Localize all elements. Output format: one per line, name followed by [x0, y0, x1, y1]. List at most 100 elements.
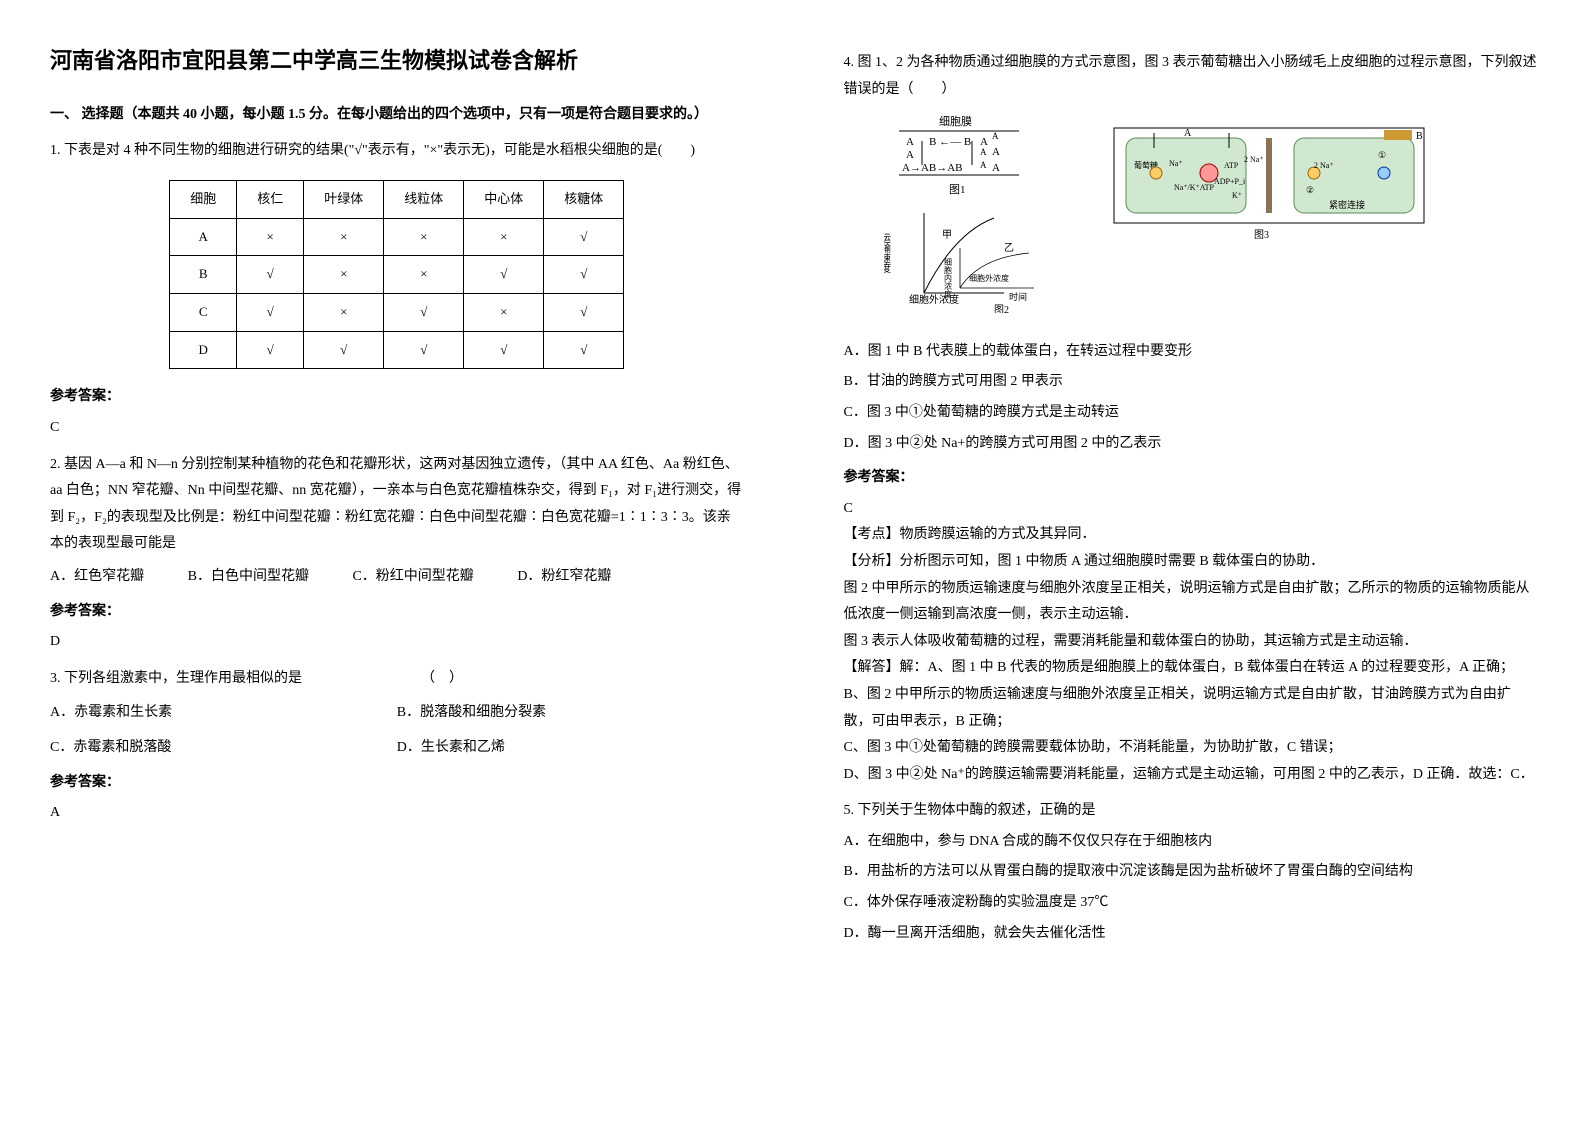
option-c: C．粉红中间型花瓣: [352, 564, 473, 591]
option-d: D．酶一旦离开活细胞，就会失去催化活性: [844, 921, 1538, 948]
table-cell: √: [544, 218, 624, 256]
option-d: D．粉红窄花瓣: [517, 564, 611, 591]
svg-text:B: B: [1416, 131, 1423, 142]
question-4: 4. 图 1、2 为各种物质通过细胞膜的方式示意图，图 3 表示葡萄糖出入小肠绒…: [844, 50, 1538, 103]
question-1: 1. 下表是对 4 种不同生物的细胞进行研究的结果("√"表示有，"×"表示无)…: [50, 138, 744, 165]
right-column: 4. 图 1、2 为各种物质通过细胞膜的方式示意图，图 3 表示葡萄糖出入小肠绒…: [794, 0, 1587, 1122]
table-cell: √: [544, 331, 624, 369]
fig2-jia: 甲: [942, 230, 952, 241]
fig2-ylabel: 运输速度: [884, 233, 891, 274]
th-cell: 核仁: [237, 180, 304, 218]
answer-label: 参考答案：: [844, 465, 1538, 492]
option-b: B．脱落酸和细胞分裂素: [397, 700, 744, 727]
q5-options: A．在细胞中，参与 DNA 合成的酶不仅仅只存在于细胞核内 B．用盐析的方法可以…: [844, 829, 1538, 947]
table-cell: √: [237, 294, 304, 332]
answer-label: 参考答案：: [50, 384, 744, 411]
q4-solve-a: 【解答】解：A、图 1 中 B 代表的物质是细胞膜上的载体蛋白，B 载体蛋白在转…: [844, 655, 1538, 682]
table-cell: √: [237, 256, 304, 294]
q2-options: A．红色窄花瓣 B．白色中间型花瓣 C．粉红中间型花瓣 D．粉红窄花瓣: [50, 564, 744, 591]
table-cell: √: [237, 331, 304, 369]
table-cell: ×: [304, 294, 384, 332]
option-b: B．用盐析的方法可以从胃蛋白酶的提取液中沉淀该酶是因为盐析破坏了胃蛋白酶的空间结…: [844, 859, 1538, 886]
answer-label: 参考答案：: [50, 770, 744, 797]
table-cell: ×: [237, 218, 304, 256]
option-c: C．图 3 中①处葡萄糖的跨膜方式是主动转运: [844, 400, 1538, 427]
table-cell: √: [544, 294, 624, 332]
q4-options: A．图 1 中 B 代表膜上的载体蛋白，在转运过程中要变形 B．甘油的跨膜方式可…: [844, 339, 1538, 457]
fig2-yi: 乙: [1004, 242, 1014, 254]
left-column: 河南省洛阳市宜阳县第二中学高三生物模拟试卷含解析 一、 选择题（本题共 40 小…: [0, 0, 794, 1122]
q4-analysis: 【分析】分析图示可知，图 1 中物质 A 通过细胞膜时需要 B 载体蛋白的协助．: [844, 549, 1538, 576]
svg-text:2 Na⁺: 2 Na⁺: [1314, 161, 1334, 170]
q3-options: A．赤霉素和生长素 B．脱落酸和细胞分裂素: [50, 700, 744, 727]
q4-point: 【考点】物质跨膜运输的方式及其异同．: [844, 522, 1538, 549]
table-cell: √: [304, 331, 384, 369]
q4-exp2: 图 3 表示人体吸收葡萄糖的过程，需要消耗能量和载体蛋白的协助，其运输方式是主动…: [844, 629, 1538, 656]
fig3-adp: ADP+P_i: [1214, 177, 1246, 186]
table-cell: √: [384, 294, 464, 332]
th-cell: 线粒体: [384, 180, 464, 218]
q4-solve-d: D、图 3 中②处 Na⁺的跨膜运输需要消耗能量，运输方式是主动运输，可用图 2…: [844, 762, 1538, 789]
option-c: C．赤霉素和脱落酸: [50, 735, 397, 762]
th-cell: 叶绿体: [304, 180, 384, 218]
table-cell: B: [170, 256, 237, 294]
option-d: D．图 3 中②处 Na+的跨膜方式可用图 2 中的乙表示: [844, 431, 1538, 458]
table-cell: √: [464, 331, 544, 369]
table-cell: ×: [464, 294, 544, 332]
table-cell: ×: [464, 218, 544, 256]
fig3-circle1: ①: [1378, 150, 1386, 160]
option-d: D．生长素和乙烯: [397, 735, 744, 762]
table-cell: A: [170, 218, 237, 256]
table-cell: √: [384, 331, 464, 369]
option-a: A．图 1 中 B 代表膜上的载体蛋白，在转运过程中要变形: [844, 339, 1538, 366]
fig2-title: 图2: [994, 304, 1009, 313]
q3-options-row2: C．赤霉素和脱落酸 D．生长素和乙烯: [50, 735, 744, 762]
q4-exp1: 图 2 中甲所示的物质运输速度与细胞外浓度呈正相关，说明运输方式是自由扩散；乙所…: [844, 576, 1538, 629]
option-b: B．白色中间型花瓣: [188, 564, 309, 591]
fig3-pump: Na⁺/K⁺ATP: [1174, 183, 1215, 192]
fig2-inner-y: 细胞内浓度: [943, 257, 952, 299]
svg-text:B ←— B: B ←— B: [929, 136, 971, 148]
table-cell: ×: [384, 256, 464, 294]
option-a: A．红色窄花瓣: [50, 564, 144, 591]
option-a: A．赤霉素和生长素: [50, 700, 397, 727]
exam-title: 河南省洛阳市宜阳县第二中学高三生物模拟试卷含解析: [50, 40, 744, 82]
svg-text:A→AB→AB: A→AB→AB: [902, 162, 963, 174]
option-a: A．在细胞中，参与 DNA 合成的酶不仅仅只存在于细胞核内: [844, 829, 1538, 856]
svg-text:A: A: [906, 149, 914, 161]
svg-text:A: A: [992, 162, 1000, 174]
q4-solve-c: C、图 3 中①处葡萄糖的跨膜需要载体协助，不消耗能量，为协助扩散，C 错误；: [844, 735, 1538, 762]
table-cell: D: [170, 331, 237, 369]
svg-text:A: A: [992, 131, 999, 141]
section-header: 一、 选择题（本题共 40 小题，每小题 1.5 分。在每小题给出的四个选项中，…: [50, 102, 744, 129]
svg-text:A: A: [980, 160, 987, 170]
svg-text:Na⁺: Na⁺: [1169, 159, 1183, 168]
fig2-inner-label: 细胞外浓度: [969, 273, 1009, 283]
q1-answer: C: [50, 415, 744, 442]
svg-text:A: A: [1184, 128, 1192, 139]
answer-label: 参考答案：: [50, 599, 744, 626]
svg-text:A: A: [980, 147, 987, 157]
table-cell: ×: [384, 218, 464, 256]
table-cell: C: [170, 294, 237, 332]
table-cell: √: [544, 256, 624, 294]
svg-text:A: A: [906, 136, 914, 148]
q4-answer: C: [844, 496, 1538, 523]
q1-table: 细胞 核仁 叶绿体 线粒体 中心体 核糖体 A × × × × √ B √ × …: [169, 180, 624, 369]
option-b: B．甘油的跨膜方式可用图 2 甲表示: [844, 369, 1538, 396]
table-cell: √: [464, 256, 544, 294]
fig3-tight: 紧密连接: [1329, 199, 1365, 210]
membrane-diagram-svg: 细胞膜 A B ←— B A A A A A A→AB→AB A A 图1: [884, 113, 1444, 313]
th-cell: 中心体: [464, 180, 544, 218]
th-cell: 核糖体: [544, 180, 624, 218]
fig1-membrane-label: 细胞膜: [939, 115, 972, 128]
table-cell: ×: [304, 218, 384, 256]
th-cell: 细胞: [170, 180, 237, 218]
question-3: 3. 下列各组激素中，生理作用最相似的是 （ ）: [50, 666, 744, 693]
question-5: 5. 下列关于生物体中酶的叙述，正确的是: [844, 798, 1538, 825]
fig3-atp: ATP: [1224, 161, 1239, 170]
fig3-2na: 2 Na⁺: [1244, 155, 1264, 164]
fig1-title: 图1: [949, 183, 966, 196]
question-2: 2. 基因 A—a 和 N—n 分别控制某种植物的花色和花瓣形状，这两对基因独立…: [50, 452, 744, 558]
fig2-time: 时间: [1009, 291, 1027, 302]
